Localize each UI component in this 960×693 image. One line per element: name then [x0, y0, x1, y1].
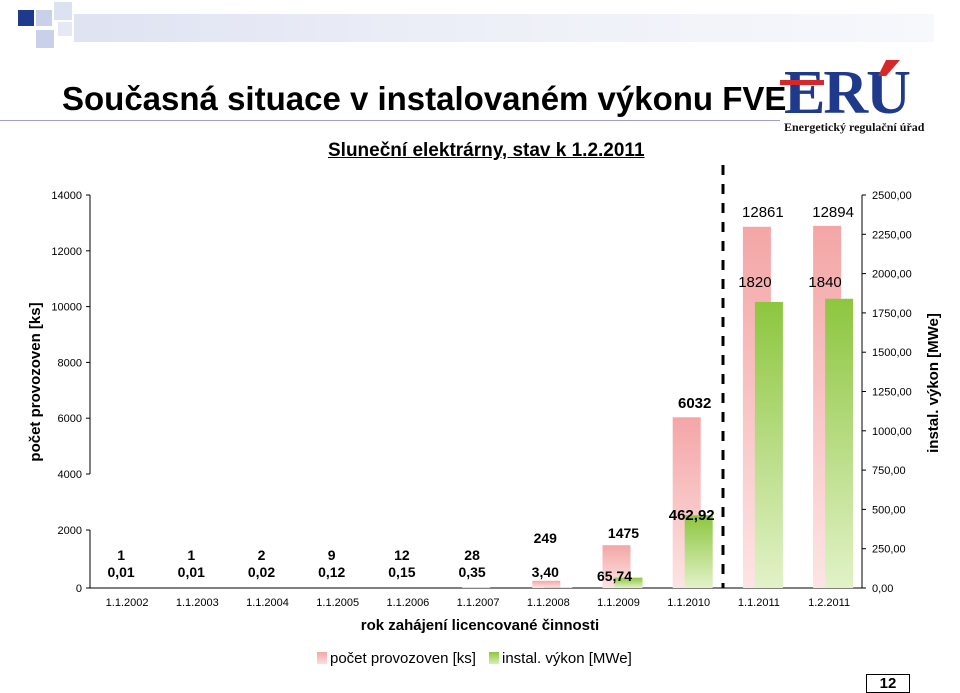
- decor-title-line: [0, 120, 780, 121]
- right-tick-label: 250,00: [872, 544, 906, 556]
- legend-swatch-count: [317, 652, 327, 664]
- left-tick-label: 6000: [58, 413, 82, 425]
- x-tick-label: 1.1.2004: [246, 597, 289, 609]
- count-data-label: 6032: [678, 395, 711, 412]
- power-data-label: 1820: [738, 274, 771, 291]
- power-data-label: 0,15: [388, 564, 415, 580]
- x-tick-label: 1.1.2010: [667, 597, 710, 609]
- page-title: Současná situace v instalovaném výkonu F…: [62, 80, 787, 117]
- x-tick-label: 1.1.2005: [316, 597, 359, 609]
- bar-power: [614, 577, 643, 588]
- count-data-label: 12: [394, 547, 410, 563]
- right-tick-label: 500,00: [872, 504, 906, 516]
- x-tick-label: 1.1.2006: [386, 597, 429, 609]
- page-number: 12: [866, 674, 910, 693]
- power-data-label: 462,92: [669, 507, 715, 524]
- right-tick-label: 2250,00: [872, 229, 912, 241]
- right-tick-label: 2000,00: [872, 269, 912, 281]
- power-data-label: 65,74: [597, 568, 632, 584]
- left-axis-title: počet provozoven [ks]: [27, 302, 44, 461]
- logo-red-accent: [878, 60, 900, 76]
- x-tick-label: 1.1.2011: [738, 597, 780, 609]
- left-tick-label: 14000: [51, 190, 82, 202]
- left-tick-label: 4000: [58, 469, 82, 481]
- x-tick-label: 1.1.2002: [106, 597, 149, 609]
- x-tick-label: 1.2.2011: [808, 597, 850, 609]
- count-data-label: 1: [187, 547, 195, 563]
- decor-square-light-2: [54, 2, 72, 20]
- x-axis-title: rok zahájení licencované činnosti: [361, 617, 599, 634]
- count-data-label: 12861: [742, 204, 784, 221]
- count-data-label: 249: [534, 530, 558, 546]
- legend-label-count: počet provozoven [ks]: [330, 650, 476, 667]
- logo-red-bar: [780, 80, 824, 85]
- bar-count: [462, 587, 491, 588]
- left-tick-label: 0: [76, 583, 82, 595]
- power-data-label: 3,40: [532, 564, 559, 580]
- decor-square-light-4: [58, 22, 72, 36]
- right-tick-label: 1750,00: [872, 308, 912, 320]
- count-data-label: 1: [117, 547, 125, 563]
- x-tick-label: 1.1.2009: [597, 597, 640, 609]
- right-axis-title: instal. výkon [MWe]: [925, 313, 942, 453]
- power-data-label: 0,35: [458, 564, 485, 580]
- legend-label-power: instal. výkon [MWe]: [502, 650, 632, 667]
- chart-subtitle: Sluneční elektrárny, stav k 1.2.2011: [328, 140, 645, 161]
- right-tick-label: 1250,00: [872, 387, 912, 399]
- count-data-label: 12894: [812, 204, 854, 221]
- right-tick-label: 1000,00: [872, 426, 912, 438]
- bar-power: [825, 298, 854, 588]
- decor-square-light-3: [36, 30, 54, 48]
- count-data-label: 1475: [608, 525, 639, 541]
- right-tick-label: 2500,00: [872, 190, 912, 202]
- right-tick-label: 0,00: [872, 583, 893, 595]
- bar-power: [684, 515, 713, 588]
- logo-caption: Energetický regulační úřad: [784, 120, 925, 134]
- legend-swatch-power: [489, 652, 499, 664]
- power-data-label: 0,01: [178, 564, 205, 580]
- left-tick-label: 2000: [58, 525, 82, 537]
- count-data-label: 28: [464, 547, 480, 563]
- power-data-label: 0,01: [107, 564, 134, 580]
- power-data-label: 0,12: [318, 564, 345, 580]
- left-tick-label: 12000: [51, 246, 82, 258]
- decor-gradient-band: [74, 14, 934, 42]
- x-tick-label: 1.1.2003: [176, 597, 219, 609]
- power-data-label: 0,02: [248, 564, 275, 580]
- bar-power: [754, 301, 783, 588]
- decor-square-light-1: [36, 10, 52, 26]
- bar-count: [532, 580, 561, 588]
- right-tick-label: 750,00: [872, 465, 906, 477]
- left-tick-label: 8000: [58, 357, 82, 369]
- eru-logo: ERU: [780, 59, 912, 127]
- power-data-label: 1840: [808, 274, 841, 291]
- x-tick-label: 1.1.2008: [527, 597, 570, 609]
- count-data-label: 9: [328, 547, 336, 563]
- right-tick-label: 1500,00: [872, 347, 912, 359]
- left-tick-label: 10000: [51, 302, 82, 314]
- count-data-label: 2: [258, 547, 266, 563]
- x-tick-label: 1.1.2007: [457, 597, 500, 609]
- bar-power: [544, 587, 573, 588]
- decor-square-blue: [18, 10, 34, 26]
